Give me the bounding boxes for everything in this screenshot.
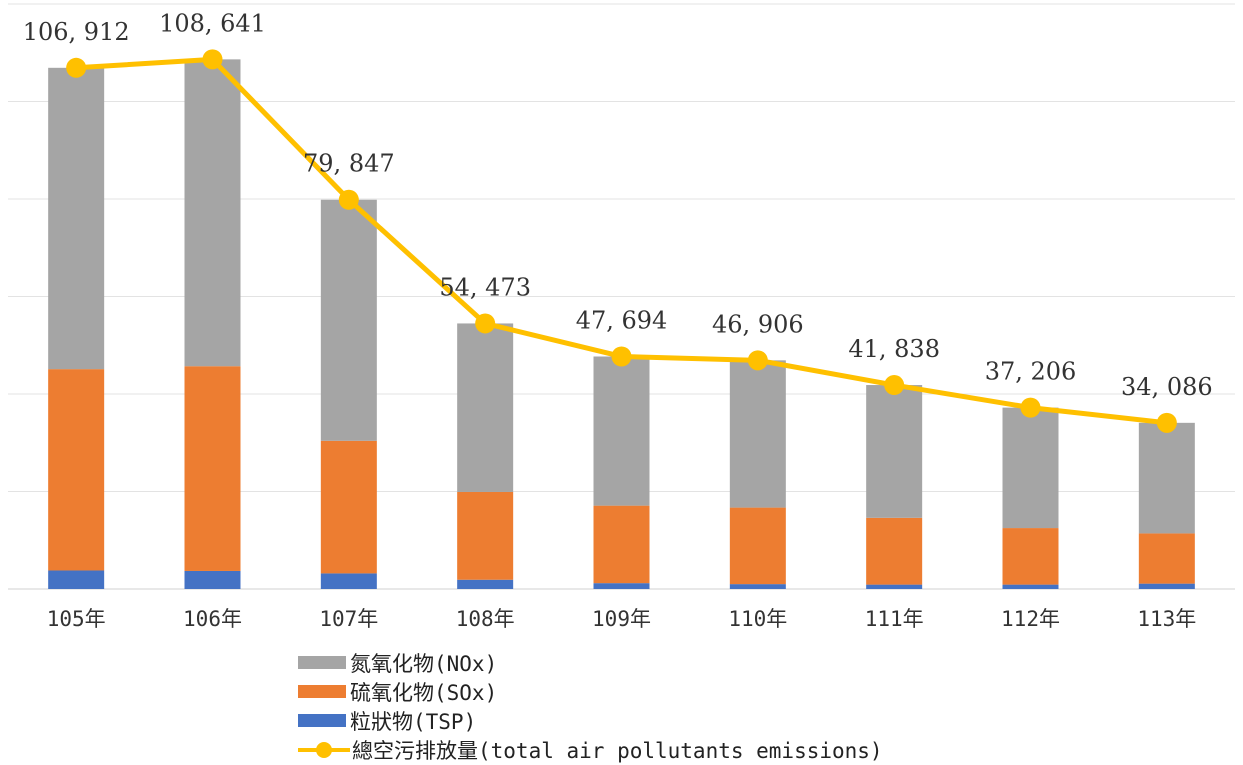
legend-item-total: 總空污排放量(total air pollutants emissions) <box>298 735 883 764</box>
legend-swatch-total <box>298 741 350 758</box>
legend-swatch-nox <box>298 656 346 669</box>
bar-segment-sox <box>593 505 650 584</box>
bar-segment-tsp <box>48 570 105 589</box>
bar-segment-tsp <box>184 570 241 589</box>
bar-segment-nox <box>184 59 241 367</box>
bar-segment-nox <box>729 360 786 508</box>
x-tick-label: 112年 <box>1001 607 1060 631</box>
bar-segment-tsp <box>457 579 514 589</box>
bar-segment-sox <box>1002 528 1059 585</box>
total-marker <box>1156 412 1177 433</box>
bar-segment-sox <box>48 369 105 571</box>
bar-segment-tsp <box>729 584 786 589</box>
legend-label-tsp: 粒狀物(TSP) <box>350 709 477 734</box>
total-data-label: 46, 906 <box>712 310 804 338</box>
x-axis-labels: 105年 106年 107年 108年 109年 110年 111年 112年 113年 <box>47 607 1197 631</box>
bar-segment-nox <box>48 67 105 370</box>
total-marker <box>611 346 632 367</box>
total-marker <box>338 189 359 210</box>
bar-segment-tsp <box>320 573 377 589</box>
total-data-label: 34, 086 <box>1121 373 1213 401</box>
x-tick-label: 113年 <box>1137 607 1196 631</box>
total-marker <box>1020 397 1041 418</box>
bar-segment-sox <box>729 507 786 585</box>
total-marker <box>475 313 496 334</box>
x-tick-label: 110年 <box>728 607 787 631</box>
legend-item-sox: 硫氧化物(SOx) <box>298 677 883 706</box>
bar-segment-nox <box>1002 407 1059 529</box>
bar-segment-tsp <box>1002 584 1059 589</box>
bar-segment-sox <box>320 440 377 574</box>
x-tick-label: 106年 <box>183 607 242 631</box>
bar-segment-sox <box>1138 533 1195 584</box>
data-labels: 106, 912 108, 641 79, 847 54, 473 47, 694 46,… <box>23 9 1213 400</box>
bar-segment-nox <box>320 199 377 441</box>
total-data-label: 41, 838 <box>848 335 940 363</box>
bar-segment-nox <box>457 323 514 492</box>
bar-segment-sox <box>866 517 923 585</box>
total-marker <box>66 57 87 78</box>
total-line-group <box>66 49 1177 433</box>
total-marker <box>747 350 768 371</box>
bar-segment-tsp <box>866 584 923 589</box>
legend-label-nox: 氮氧化物(NOx) <box>350 651 498 676</box>
bar-segment-sox <box>457 491 514 580</box>
legend-swatch-sox <box>298 685 346 698</box>
x-tick-label: 108年 <box>456 607 515 631</box>
x-tick-label: 105年 <box>47 607 106 631</box>
bar-segment-tsp <box>593 583 650 589</box>
bar-segment-nox <box>866 385 923 518</box>
bar-stack-group <box>48 59 1195 589</box>
total-marker <box>884 375 905 396</box>
total-data-label: 47, 694 <box>576 306 668 334</box>
total-data-label: 37, 206 <box>985 358 1077 386</box>
total-data-label: 108, 641 <box>159 9 266 37</box>
x-tick-label: 109年 <box>592 607 651 631</box>
total-data-label: 106, 912 <box>23 18 130 46</box>
legend-label-sox: 硫氧化物(SOx) <box>350 680 498 705</box>
x-tick-label: 107年 <box>319 607 378 631</box>
total-marker <box>202 49 223 70</box>
x-tick-label: 111年 <box>865 607 924 631</box>
legend-item-tsp: 粒狀物(TSP) <box>298 706 883 735</box>
legend-item-nox: 氮氧化物(NOx) <box>298 648 883 677</box>
bar-segment-nox <box>1138 422 1195 534</box>
total-data-label: 54, 473 <box>439 273 531 301</box>
legend: 氮氧化物(NOx) 硫氧化物(SOx) 粒狀物(TSP) 總空污排放量(tota… <box>298 648 883 764</box>
bar-segment-sox <box>184 366 241 571</box>
legend-swatch-tsp <box>298 714 346 727</box>
legend-label-total: 總空污排放量(total air pollutants emissions) <box>352 738 883 763</box>
bar-segment-nox <box>593 356 650 506</box>
total-data-label: 79, 847 <box>303 150 395 178</box>
bar-segment-tsp <box>1138 583 1195 589</box>
